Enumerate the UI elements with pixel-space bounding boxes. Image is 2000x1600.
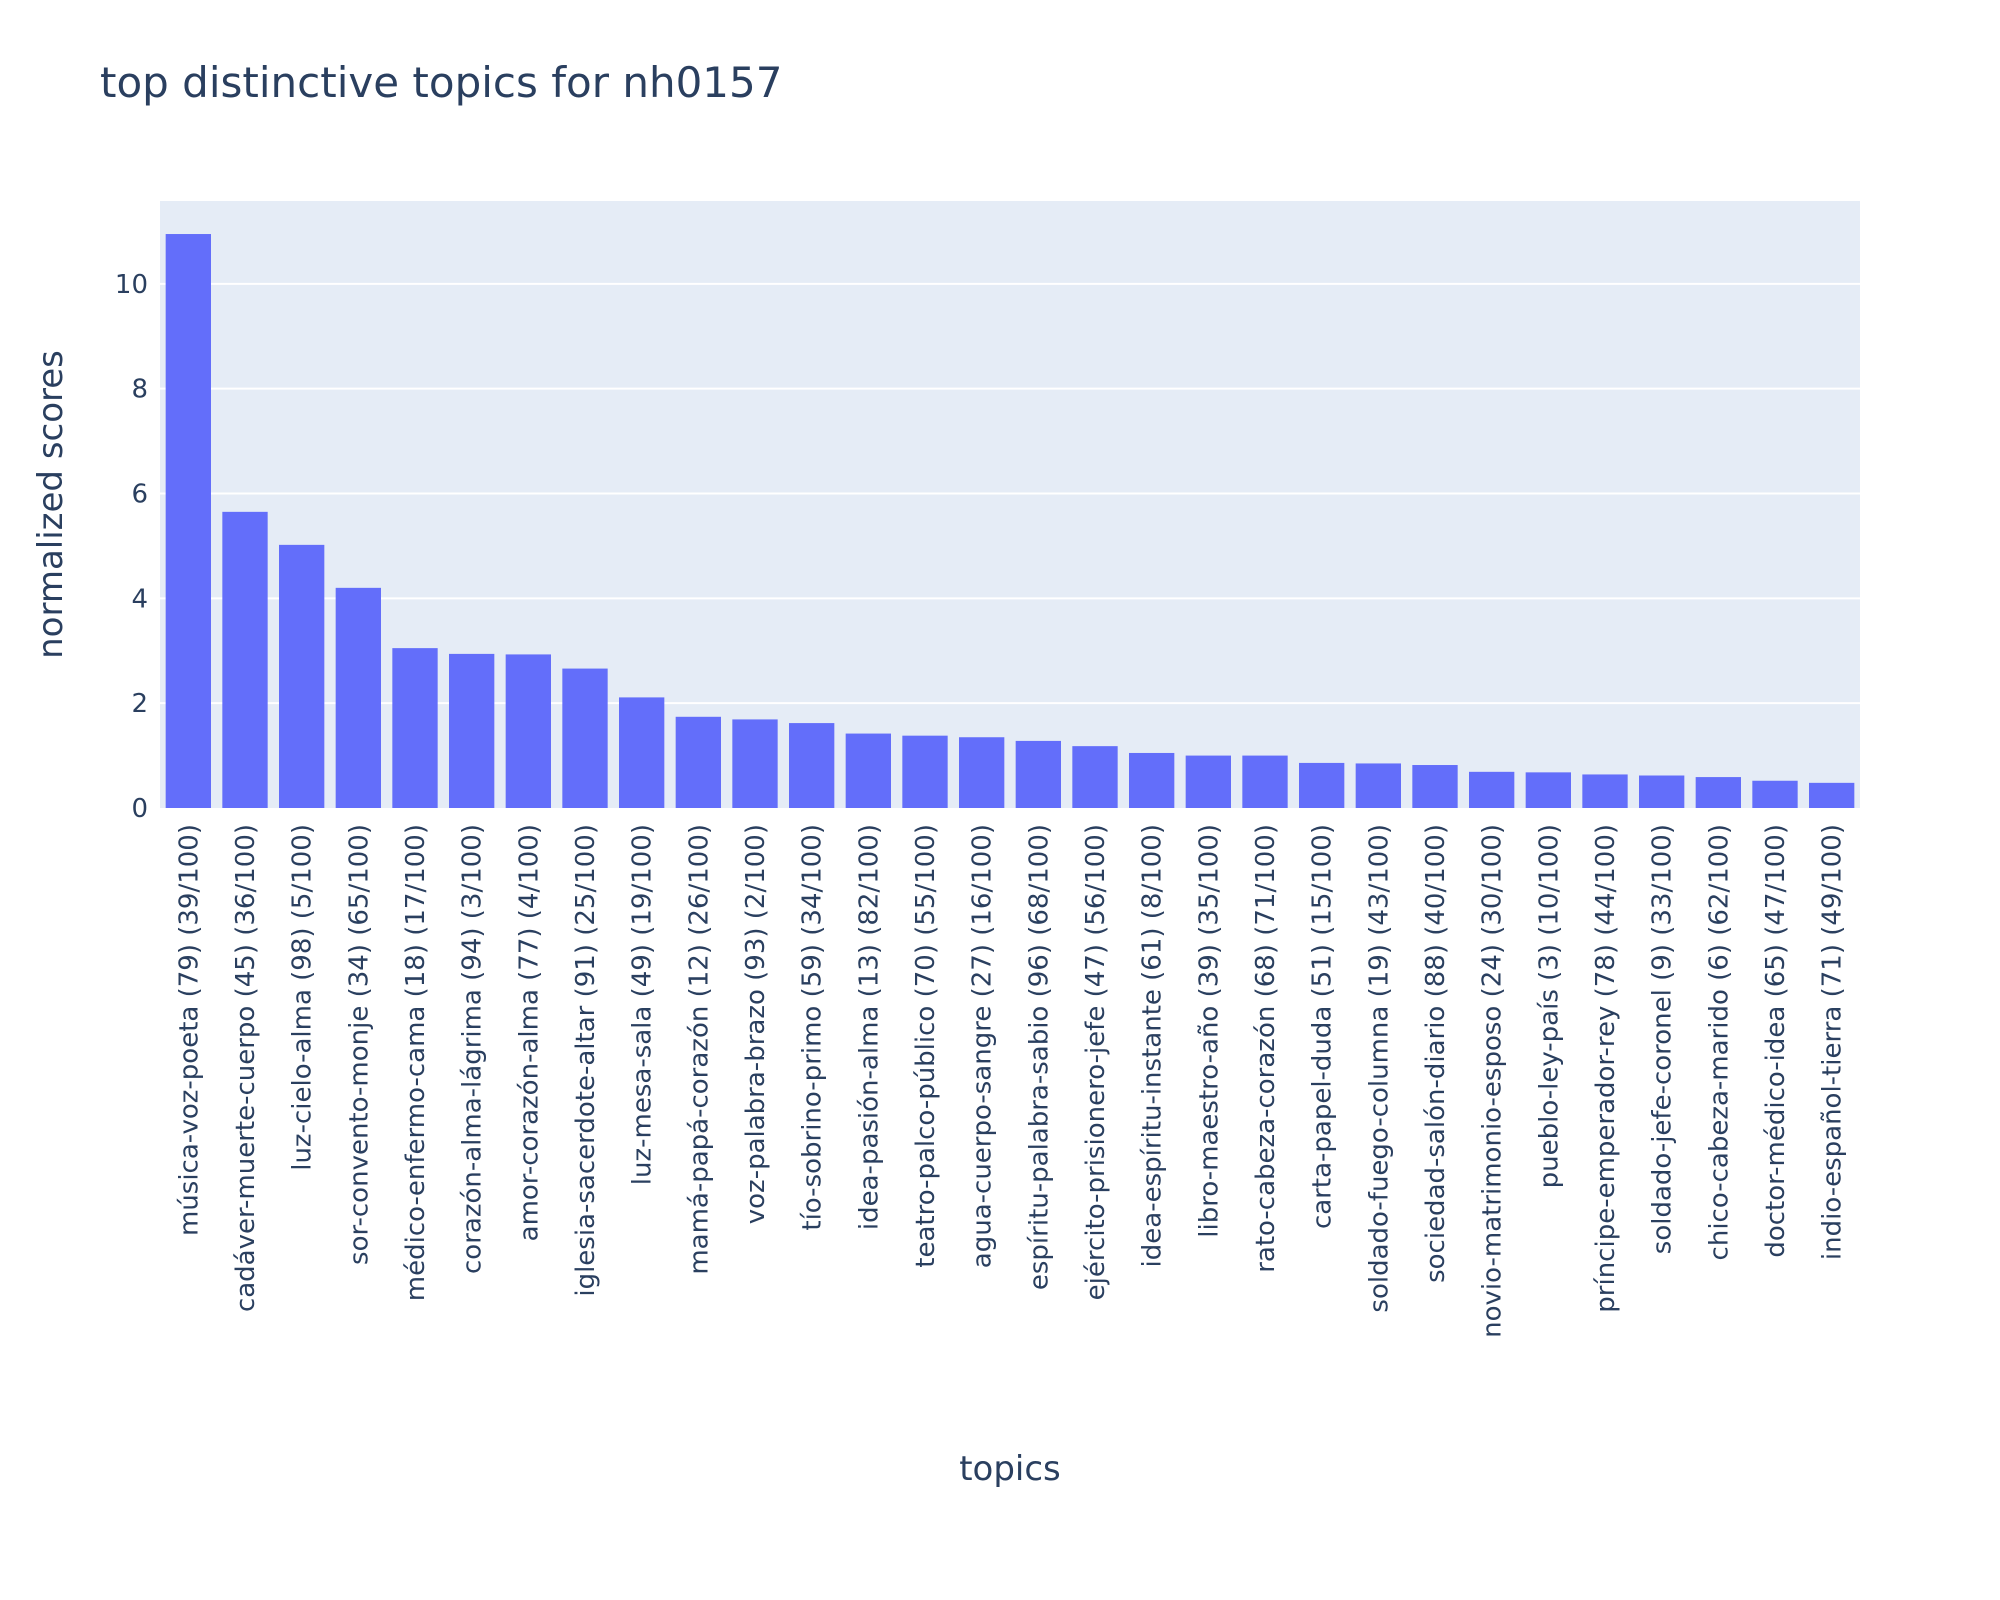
bar[interactable] — [732, 719, 778, 808]
x-tick-label: indio-español-tierra (71) (49/100) — [1818, 824, 1848, 1260]
y-tick-label: 10 — [115, 270, 148, 300]
x-tick-label: iglesia-sacerdote-altar (91) (25/100) — [571, 824, 601, 1297]
x-tick-label: rato-cabeza-corazón (68) (71/100) — [1251, 824, 1281, 1273]
x-tick-label: teatro-palco-público (70) (55/100) — [911, 824, 941, 1268]
bar[interactable] — [1582, 774, 1628, 808]
y-tick-label: 6 — [131, 479, 148, 509]
bar[interactable] — [1185, 755, 1231, 808]
x-tick-label: idea-pasión-alma (13) (82/100) — [854, 824, 884, 1230]
bar[interactable] — [1299, 762, 1345, 808]
bar[interactable] — [1242, 755, 1288, 808]
x-tick-label: soldado-fuego-columna (19) (43/100) — [1364, 824, 1394, 1313]
x-tick-label: sor-convento-monje (34) (65/100) — [344, 824, 374, 1265]
bar[interactable] — [222, 511, 268, 808]
bar[interactable] — [392, 648, 438, 808]
bar[interactable] — [1355, 763, 1401, 808]
bar[interactable] — [1412, 765, 1458, 808]
bar[interactable] — [335, 587, 381, 808]
x-tick-label: príncipe-emperador-rey (78) (44/100) — [1591, 824, 1621, 1313]
x-tick-label: ejército-prisionero-jefe (47) (56/100) — [1081, 824, 1111, 1300]
bar[interactable] — [902, 735, 948, 808]
gridlines — [160, 282, 1860, 705]
bar[interactable] — [1695, 777, 1741, 808]
bar[interactable] — [449, 653, 495, 808]
bar[interactable] — [1525, 772, 1571, 808]
chart-title: top distinctive topics for nh0157 — [100, 58, 783, 107]
plot-area — [160, 201, 1860, 808]
x-tick-label: pueblo-ley-país (3) (10/100) — [1534, 824, 1564, 1188]
x-tick-label: luz-cielo-alma (98) (5/100) — [288, 824, 318, 1171]
x-tick-label: tío-sobrino-primo (59) (34/100) — [798, 824, 828, 1231]
x-tick-label: luz-mesa-sala (49) (19/100) — [628, 824, 658, 1185]
bar[interactable] — [1129, 752, 1175, 808]
bar[interactable] — [789, 723, 835, 808]
bar[interactable] — [675, 716, 721, 808]
bar[interactable] — [959, 737, 1005, 808]
x-tick-label: soldado-jefe-coronel (9) (33/100) — [1648, 824, 1678, 1254]
bar[interactable] — [1072, 746, 1118, 808]
bar[interactable] — [505, 654, 551, 808]
x-tick-label: doctor-médico-idea (65) (47/100) — [1761, 824, 1791, 1258]
x-tick-label: libro-maestro-año (39) (35/100) — [1194, 824, 1224, 1238]
x-tick-label: idea-espíritu-instante (61) (8/100) — [1138, 824, 1168, 1267]
x-tick-label: chico-cabeza-marido (6) (62/100) — [1704, 824, 1734, 1260]
y-tick-label: 4 — [131, 584, 148, 614]
bar[interactable] — [562, 668, 608, 808]
x-tick-label: médico-enfermo-cama (18) (17/100) — [401, 824, 431, 1301]
bar[interactable] — [1809, 782, 1855, 808]
y-tick-label: 2 — [131, 689, 148, 719]
bar[interactable] — [1752, 780, 1798, 808]
x-tick-label: voz-palabra-brazo (93) (2/100) — [741, 824, 771, 1224]
x-tick-label: música-voz-poeta (79) (39/100) — [174, 824, 204, 1236]
bar[interactable] — [1639, 775, 1685, 808]
y-tick-label: 0 — [131, 794, 148, 824]
bar[interactable] — [619, 697, 665, 808]
bars — [165, 234, 1855, 808]
x-axis-ticks: música-voz-poeta (79) (39/100) cadáver-mu… — [174, 824, 1847, 1338]
x-tick-label: sociedad-salón-diario (88) (40/100) — [1421, 824, 1451, 1283]
bar[interactable] — [1015, 740, 1061, 808]
x-tick-label: espíritu-palabra-sabio (96) (68/100) — [1024, 824, 1054, 1290]
bar[interactable] — [279, 544, 325, 808]
x-tick-label: agua-cuerpo-sangre (27) (16/100) — [968, 824, 998, 1268]
bar[interactable] — [1469, 771, 1515, 808]
y-tick-label: 8 — [131, 375, 148, 405]
y-axis-title: normalized scores — [31, 350, 71, 659]
y-axis-ticks: 0 2 4 6 8 10 — [115, 270, 148, 824]
x-tick-label: mamá-papá-corazón (12) (26/100) — [684, 824, 714, 1275]
bar[interactable] — [845, 733, 891, 808]
x-tick-label: amor-corazón-alma (77) (4/100) — [514, 824, 544, 1241]
bar[interactable] — [165, 234, 211, 808]
x-tick-label: cadáver-muerte-cuerpo (45) (36/100) — [231, 824, 261, 1312]
x-axis-title: topics — [959, 1449, 1061, 1489]
x-tick-label: carta-papel-duda (51) (15/100) — [1308, 824, 1338, 1229]
x-tick-label: corazón-alma-lágrima (94) (3/100) — [458, 824, 488, 1274]
x-tick-label: novio-matrimonio-esposo (24) (30/100) — [1478, 824, 1508, 1338]
